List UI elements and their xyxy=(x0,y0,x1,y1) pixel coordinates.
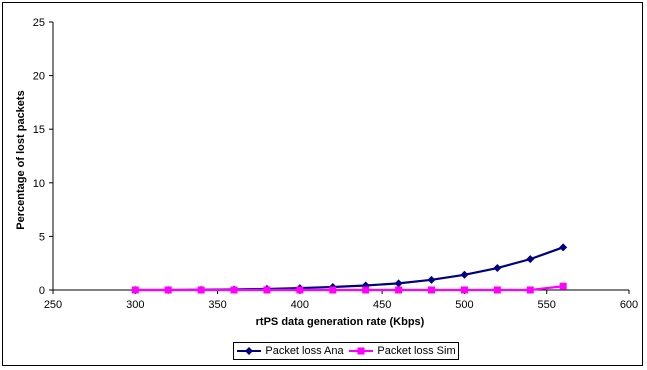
legend-marker xyxy=(357,347,365,355)
data-point-0 xyxy=(427,275,436,284)
data-point-0 xyxy=(493,264,502,273)
data-point-0 xyxy=(460,270,469,279)
x-tick-label: 450 xyxy=(373,299,391,311)
data-point-1 xyxy=(428,286,436,294)
legend-entry: Packet loss Sim xyxy=(348,345,456,357)
x-tick-label: 550 xyxy=(538,299,556,311)
data-point-1 xyxy=(493,286,501,294)
axes: 0 5 10 15 20 25 250 300 350 400 450 500 550 600 xyxy=(33,17,638,311)
x-tick-label: 500 xyxy=(455,299,473,311)
x-axis-title: rtPS data generation rate (Kbps) xyxy=(256,316,425,328)
data-point-1 xyxy=(131,286,139,294)
x-tick-label: 250 xyxy=(44,299,62,311)
x-tick-label: 600 xyxy=(620,299,638,311)
data-point-1 xyxy=(460,286,468,294)
y-tick-label: 5 xyxy=(39,231,45,243)
data-point-1 xyxy=(395,286,403,294)
y-tick-label: 25 xyxy=(33,17,45,29)
legend: Packet loss Ana Packet loss Sim xyxy=(233,342,459,360)
legend-swatch xyxy=(237,347,262,355)
y-tick-label: 0 xyxy=(39,285,45,297)
legend-swatch xyxy=(349,347,374,355)
legend-label: Packet loss Sim xyxy=(377,345,456,357)
y-tick-label: 20 xyxy=(33,71,45,83)
data-point-0 xyxy=(559,243,568,252)
data-point-1 xyxy=(230,286,238,294)
y-tick-label: 15 xyxy=(33,124,45,136)
data-point-1 xyxy=(296,286,304,294)
series-line-1 xyxy=(135,285,564,292)
data-point-1 xyxy=(197,286,205,294)
x-tick-label: 300 xyxy=(126,299,144,311)
y-axis-title: Percentage of lost packets xyxy=(15,90,27,229)
data-point-0 xyxy=(394,279,403,288)
legend-entry: Packet loss Ana xyxy=(236,345,344,357)
chart-frame xyxy=(2,2,643,366)
data-point-1 xyxy=(362,286,370,294)
x-tick-label: 400 xyxy=(291,299,309,311)
data-point-1 xyxy=(526,286,534,294)
legend-label: Packet loss Ana xyxy=(265,345,344,357)
data-point-1 xyxy=(164,286,172,294)
data-point-1 xyxy=(263,286,271,294)
x-tick-label: 350 xyxy=(208,299,226,311)
legend-marker xyxy=(245,347,254,355)
data-point-0 xyxy=(526,255,535,264)
data-point-1 xyxy=(329,286,337,294)
series-layer xyxy=(131,243,568,294)
y-tick-label: 10 xyxy=(33,178,45,190)
data-point-1 xyxy=(559,282,567,290)
